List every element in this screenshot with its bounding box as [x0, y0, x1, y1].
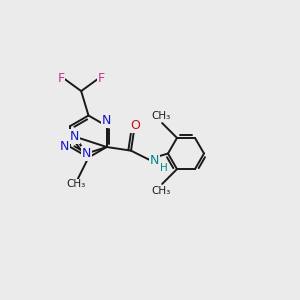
Text: H: H	[160, 163, 168, 173]
Text: F: F	[58, 72, 64, 85]
Text: N: N	[60, 140, 69, 154]
Text: N: N	[70, 130, 79, 143]
Text: CH₃: CH₃	[151, 185, 170, 196]
Text: O: O	[130, 119, 140, 132]
Text: N: N	[150, 154, 159, 167]
Text: CH₃: CH₃	[151, 112, 170, 122]
Text: N: N	[82, 147, 92, 160]
Text: CH₃: CH₃	[67, 179, 86, 189]
Text: F: F	[98, 72, 105, 85]
Text: N: N	[102, 114, 111, 128]
